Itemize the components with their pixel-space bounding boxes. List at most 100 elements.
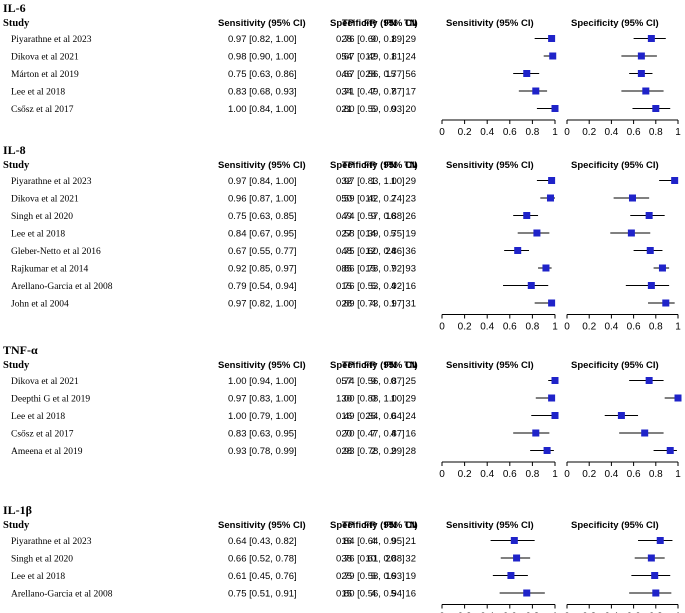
column-header-fp: FP (364, 360, 377, 371)
study-name: Deepthi G et al 2019 (11, 395, 90, 405)
specificity-point-marker (656, 537, 664, 544)
sensitivity-point-marker (546, 194, 554, 202)
sensitivity-point-marker (514, 247, 522, 254)
tp-value: 49 (341, 211, 352, 222)
study-name: Lee et al 2018 (11, 412, 65, 422)
column-header-study: Study (3, 360, 30, 371)
column-header-specificity: Specificity (95% CI) (330, 360, 418, 371)
sensitivity-ci-text: 1.00 [0.84, 1.00] (228, 104, 297, 115)
specificity-point-marker (642, 87, 650, 95)
tn-value: 16 (405, 589, 416, 600)
forest-section-0: IL-6 Study TP FP FN TN Sensitivity (95% CI) Spe… (3, 1, 681, 138)
sensitivity-ci-text: 0.75 [0.51, 0.91] (228, 589, 297, 600)
forest-section-1: IL-8 Study TP FP FN TN Sensitivity (95% CI) Spe… (3, 143, 681, 333)
tick-label: 0.8 (649, 612, 663, 613)
tick-label: 0.6 (503, 612, 517, 613)
specificity-point-marker (647, 282, 655, 289)
specificity-point-marker (671, 177, 679, 184)
tn-value: 24 (405, 52, 416, 63)
study-row: Csősz et al 2017 20 7 4 160.83 [0.63, 0.95] 0… (11, 429, 664, 440)
specificity-point-marker (628, 194, 636, 202)
fp-value: 9 (371, 376, 376, 387)
tick-label: 1 (552, 612, 558, 613)
tick-label: 0.8 (525, 127, 539, 138)
sensitivity-point-marker (527, 282, 535, 289)
section-title: IL-8 (3, 143, 26, 157)
specificity-point-marker (637, 70, 645, 77)
tp-value: 20 (341, 429, 352, 440)
specificity-ci-text: 0.71 [0.49, 0.87] (336, 87, 405, 98)
column-header-study: Study (3, 160, 30, 171)
tn-value: 17 (405, 87, 416, 98)
specificity-ci-text: 0.97 [0.83, 1.00] (336, 176, 405, 187)
fn-value: 24 (385, 246, 396, 257)
fn-value: 7 (391, 87, 396, 98)
tick-label: 1 (552, 322, 558, 333)
column-header-tn: TN (404, 360, 417, 371)
sensitivity-point-marker (542, 264, 550, 272)
specificity-point-marker (647, 554, 655, 562)
sensitivity-ci-text: 0.93 [0.78, 0.99] (228, 446, 297, 457)
tick-label: 0.2 (458, 612, 472, 613)
specificity-point-marker (617, 412, 625, 419)
tp-value: 28 (341, 34, 352, 45)
study-name: Arellano-Garcia et al 2008 (11, 590, 113, 600)
specificity-point-marker (627, 229, 635, 237)
fn-value: 0 (391, 376, 396, 387)
study-row: Lee et al 2018 27 14 5 19 0.84 [0.67, 0.95] 0.… (11, 229, 651, 240)
tp-value: 27 (341, 229, 352, 240)
fp-value: 2 (371, 446, 376, 457)
plot-header-specificity: Specificity (95% CI) (571, 160, 659, 171)
fn-value: 0 (391, 411, 396, 422)
tick-label: 0.4 (604, 612, 618, 613)
tick-label: 0.8 (525, 322, 539, 333)
study-row: Lee et al 2018 34 7 7 17 0.83 [0.68, 0.93] 0.7… (11, 87, 664, 98)
tp-value: 46 (341, 69, 352, 80)
sensitivity-point-marker (523, 589, 531, 597)
specificity-x-axis: 0 0.2 0.4 0.6 0.8 1 (564, 461, 681, 480)
sensitivity-ci-text: 0.97 [0.84, 1.00] (228, 176, 297, 187)
fp-value: 0 (371, 394, 376, 405)
column-header-sensitivity: Sensitivity (95% CI) (218, 360, 306, 371)
column-header-tn: TN (404, 18, 417, 29)
study-name: Csősz et al 2017 (11, 430, 74, 440)
specificity-ci-text: 0.74 [0.56, 0.87] (336, 376, 405, 387)
fn-value: 15 (385, 69, 396, 80)
specificity-ci-text: 0.80 [0.56, 0.94] (336, 589, 405, 600)
sensitivity-x-axis: 0 0.2 0.4 0.6 0.8 1 (439, 604, 558, 613)
fp-value: 7 (371, 87, 376, 98)
specificity-x-axis: 0 0.2 0.4 0.6 0.8 1 (564, 314, 681, 333)
tick-label: 0.6 (503, 127, 517, 138)
sensitivity-point-marker (532, 87, 540, 95)
study-row: Gleber-Netto et al 2016 48 12 24 36 0.67 [0.5… (11, 246, 663, 257)
tn-value: 31 (405, 299, 416, 310)
tp-value: 30 (341, 394, 352, 405)
tp-value: 28 (341, 446, 352, 457)
tick-label: 0.4 (604, 469, 618, 480)
column-header-fn: FN (384, 18, 397, 29)
sensitivity-ci-text: 0.75 [0.63, 0.86] (228, 69, 297, 80)
tp-value: 34 (341, 87, 352, 98)
specificity-ci-text: 0.80 [0.59, 0.93] (336, 104, 405, 115)
specificity-ci-text: 0.75 [0.60, 0.86] (336, 246, 405, 257)
study-row: Singh et al 2020 49 9 16 26 0.75 [0.63, 0.85]… (11, 211, 665, 222)
sensitivity-point-marker (551, 105, 559, 112)
specificity-point-marker (645, 377, 653, 384)
fp-value: 28 (365, 69, 376, 80)
fp-value: 12 (365, 52, 376, 63)
sensitivity-ci-text: 0.97 [0.82, 1.00] (228, 34, 297, 45)
tick-label: 0.8 (525, 469, 539, 480)
plot-header-sensitivity: Sensitivity (95% CI) (446, 360, 534, 371)
study-row: Piyarathne et al 2023 32 1 1 29 0.97 [0.84, 1… (11, 176, 679, 187)
sensitivity-x-axis: 0 0.2 0.4 0.6 0.8 1 (439, 461, 558, 480)
tn-value: 20 (405, 104, 416, 115)
specificity-point-marker (646, 247, 654, 254)
sensitivity-point-marker (548, 35, 556, 42)
specificity-ci-text: 0.86 [0.78, 0.92] (336, 264, 405, 275)
tick-label: 0.2 (458, 127, 472, 138)
tn-value: 19 (405, 571, 416, 582)
tick-label: 0.6 (627, 612, 641, 613)
tick-label: 0.4 (480, 322, 494, 333)
sensitivity-point-marker (532, 429, 540, 437)
fp-value: 7 (371, 429, 376, 440)
